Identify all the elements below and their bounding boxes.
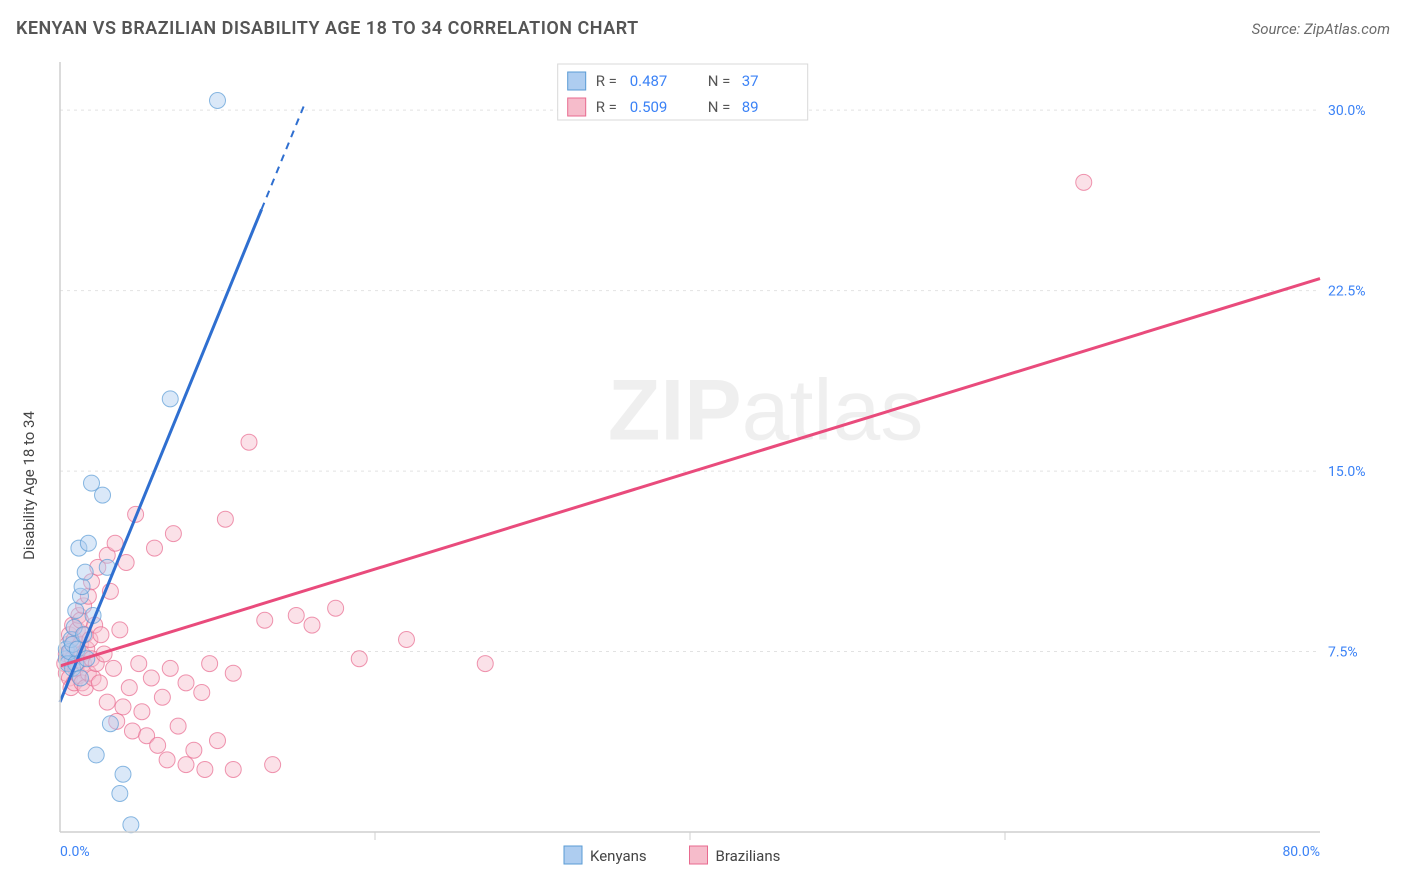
stats-r-label: R = [596, 98, 617, 116]
stats-r-label: R = [596, 72, 617, 90]
data-point [210, 93, 226, 109]
data-point [115, 699, 131, 715]
data-point [123, 817, 139, 833]
y-tick-label: 15.0% [1328, 464, 1366, 480]
data-point [217, 511, 233, 527]
data-point [186, 742, 202, 758]
data-point [178, 675, 194, 691]
data-point [351, 651, 367, 667]
chart-source: Source: ZipAtlas.com [1252, 20, 1390, 38]
data-point [80, 535, 96, 551]
data-point [165, 526, 181, 542]
data-point [95, 487, 111, 503]
data-point [106, 660, 122, 676]
chart-title: KENYAN VS BRAZILIAN DISABILITY AGE 18 TO… [16, 18, 639, 39]
data-point [170, 718, 186, 734]
data-point [102, 716, 118, 732]
stats-swatch [568, 98, 586, 116]
data-point [241, 434, 257, 450]
data-point [477, 656, 493, 672]
data-point [91, 675, 107, 691]
data-point [162, 660, 178, 676]
data-point [399, 632, 415, 648]
data-point [197, 761, 213, 777]
data-point [225, 665, 241, 681]
x-tick-label: 80.0% [1282, 844, 1320, 860]
stats-swatch [568, 72, 586, 90]
data-point [107, 535, 123, 551]
data-point [99, 694, 115, 710]
data-point [77, 564, 93, 580]
data-point [134, 704, 150, 720]
stats-n-value: 37 [742, 72, 759, 90]
data-point [72, 670, 88, 686]
y-tick-label: 22.5% [1328, 284, 1366, 300]
data-point [88, 747, 104, 763]
data-point [147, 540, 163, 556]
data-point [124, 723, 140, 739]
stats-n-value: 89 [742, 98, 759, 116]
scatter-chart: 7.5% 15.0% 22.5% 30.0% ZIPatlas 0.0% 80.0% Disa… [16, 50, 1390, 876]
data-point [1076, 174, 1092, 190]
trend-line [60, 209, 262, 702]
data-point [112, 622, 128, 638]
data-point [131, 656, 147, 672]
data-point [159, 752, 175, 768]
stats-n-label: N = [708, 72, 731, 90]
data-point [202, 656, 218, 672]
data-point [154, 689, 170, 705]
trend-line-dashed [262, 105, 305, 209]
y-tick-label: 7.5% [1328, 645, 1358, 661]
x-tick-label: 0.0% [60, 844, 90, 860]
data-point [162, 391, 178, 407]
data-point [210, 733, 226, 749]
data-point [93, 627, 109, 643]
legend-label: Kenyans [590, 847, 647, 865]
data-point [121, 680, 137, 696]
data-point [265, 757, 281, 773]
data-point [112, 786, 128, 802]
data-point [143, 670, 159, 686]
data-point [74, 579, 90, 595]
stats-r-value: 0.487 [630, 72, 668, 90]
watermark: ZIPatlas [608, 362, 923, 458]
legend-label: Brazilians [716, 847, 781, 865]
data-point [178, 757, 194, 773]
data-point [328, 600, 344, 616]
data-point [225, 761, 241, 777]
trend-line [60, 279, 1320, 666]
data-point [68, 603, 84, 619]
y-tick-label: 30.0% [1328, 103, 1366, 119]
legend-swatch [690, 846, 708, 864]
legend-swatch [564, 846, 582, 864]
data-point [194, 684, 210, 700]
stats-n-label: N = [708, 98, 731, 116]
data-point [304, 617, 320, 633]
data-point [150, 737, 166, 753]
data-point [288, 607, 304, 623]
data-point [257, 612, 273, 628]
data-point [115, 766, 131, 782]
y-axis-label: Disability Age 18 to 34 [20, 411, 38, 560]
stats-r-value: 0.509 [630, 98, 668, 116]
